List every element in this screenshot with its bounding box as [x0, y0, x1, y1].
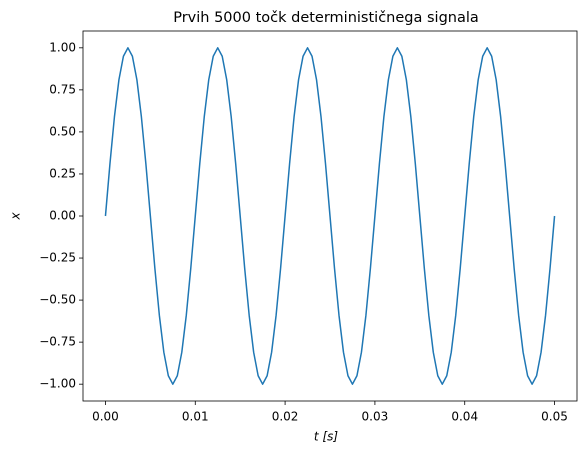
signal-line [104, 47, 556, 385]
x-axis-label: t [s] [314, 430, 338, 444]
y-tick-label: −0.25 [39, 251, 76, 265]
x-tick-label: 0.03 [362, 410, 389, 424]
y-axis-label: x [9, 212, 23, 221]
y-tick-label: 0.75 [49, 82, 76, 96]
y-tick-label: 0.25 [49, 166, 76, 180]
chart-title: Prvih 5000 točk determinističnega signal… [173, 10, 479, 26]
y-tick-label: −1.00 [39, 377, 76, 391]
y-tick-label: −0.75 [39, 335, 76, 349]
y-tick-label: 0.00 [49, 209, 76, 223]
y-tick-label: 1.00 [49, 40, 76, 54]
x-tick-label: 0.04 [451, 410, 478, 424]
x-tick-label: 0.00 [92, 410, 119, 424]
y-tick-label: 0.50 [49, 124, 76, 138]
x-tick-label: 0.05 [541, 410, 568, 424]
y-tick-label: −0.50 [39, 293, 76, 307]
plot-frame [82, 30, 578, 402]
x-tick-label: 0.01 [182, 410, 209, 424]
x-tick-label: 0.02 [272, 410, 299, 424]
